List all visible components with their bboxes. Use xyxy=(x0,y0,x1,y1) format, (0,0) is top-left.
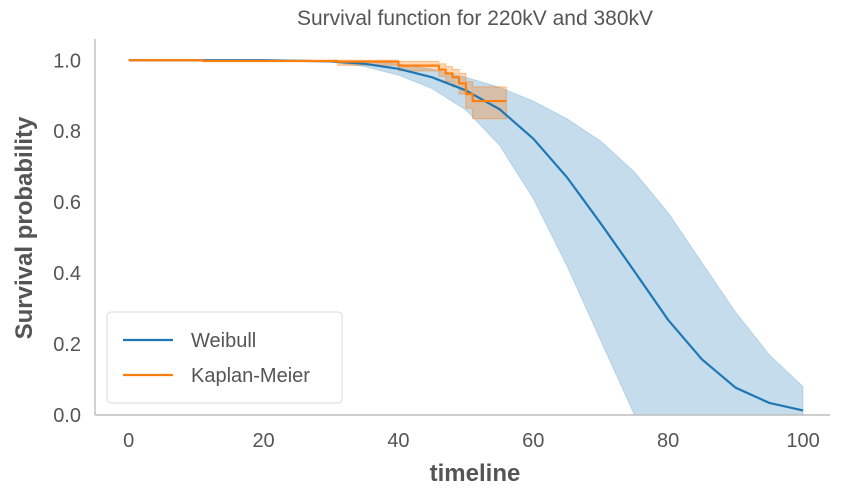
chart-title: Survival function for 220kV and 380kV xyxy=(297,7,653,30)
y-tick-label: 1.0 xyxy=(53,50,81,72)
x-tick-label: 100 xyxy=(786,430,819,452)
kaplan-meier-line xyxy=(128,59,507,103)
y-tick-labels: 0.0 0.2 0.4 0.6 0.8 1.0 xyxy=(53,50,81,427)
legend: Weibull Kaplan-Meier xyxy=(106,311,343,404)
plot-area xyxy=(128,59,804,415)
y-tick-label: 0.4 xyxy=(53,263,81,285)
y-tick-label: 0.2 xyxy=(53,334,81,356)
x-tick-label: 60 xyxy=(522,430,544,452)
legend-label-weibull: Weibull xyxy=(191,330,256,352)
x-tick-label: 0 xyxy=(123,430,134,452)
legend-label-kaplan-meier: Kaplan-Meier xyxy=(191,365,310,387)
legend-box xyxy=(106,311,343,404)
y-tick-label: 0.6 xyxy=(53,192,81,214)
weibull-confidence-band xyxy=(128,59,804,415)
x-tick-labels: 0 20 40 60 80 100 xyxy=(123,430,820,452)
x-tick-label: 20 xyxy=(252,430,274,452)
x-tick-label: 80 xyxy=(657,430,679,452)
y-axis-label: Survival probability xyxy=(11,116,38,339)
y-tick-label: 0.8 xyxy=(53,121,81,143)
y-tick-label: 0.0 xyxy=(53,405,81,427)
x-tick-label: 40 xyxy=(387,430,409,452)
x-axis-label: timeline xyxy=(430,460,521,487)
